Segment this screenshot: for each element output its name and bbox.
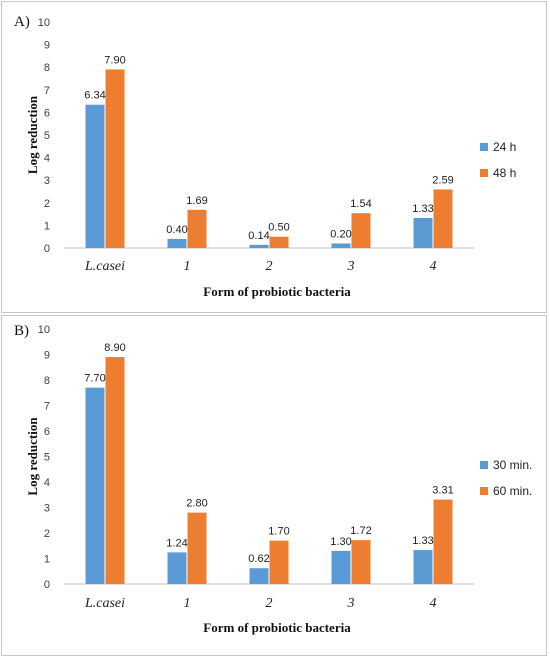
- category-label: L.casei: [84, 259, 125, 274]
- data-label: 7.70: [84, 373, 105, 385]
- bar-1: [249, 244, 269, 248]
- bar-1: [413, 217, 433, 248]
- data-label: 6.34: [84, 90, 105, 102]
- bar-2: [351, 540, 371, 584]
- bar-2: [269, 540, 289, 584]
- legend-label: 24 h: [493, 140, 516, 154]
- category-label: 4: [430, 596, 437, 611]
- data-label: 0.50: [268, 222, 289, 234]
- y-tick-label: 6: [44, 426, 50, 438]
- data-label: 0.62: [248, 553, 269, 565]
- data-label: 3.31: [432, 485, 453, 497]
- category-label: 1: [184, 596, 191, 611]
- y-tick-label: 4: [44, 153, 50, 165]
- bar-1: [167, 238, 187, 248]
- x-axis-title: Form of probiotic bacteria: [203, 620, 351, 635]
- chart-panel-a: A) 0 1 2 3 4 5 6 7 8 9 10 6.34 7.90 L.casei 0.40 1.69 1 0.…: [1, 1, 547, 313]
- y-tick-label: 3: [44, 503, 50, 515]
- chart-panel-b: B) 0 1 2 3 4 5 6 7 8 9 10 7.70 8.90 L.casei 1.24 2.80 1 0.…: [1, 315, 547, 656]
- y-tick-label: 8: [44, 62, 50, 74]
- category-label: 3: [347, 259, 355, 274]
- bar-2: [433, 499, 453, 584]
- y-tick-label: 1: [44, 554, 50, 566]
- category-label: 3: [347, 596, 355, 611]
- bar-chart-b: B) 0 1 2 3 4 5 6 7 8 9 10 7.70 8.90 L.casei 1.24 2.80 1 0.…: [14, 323, 532, 635]
- y-axis-title: Log reduction: [25, 417, 40, 496]
- y-tick-label: 4: [44, 477, 50, 489]
- bar-1: [249, 568, 269, 584]
- y-tick-label: 10: [38, 324, 50, 336]
- y-tick-label: 2: [44, 198, 50, 210]
- category-label: 1: [184, 259, 191, 274]
- y-tick-label: 8: [44, 375, 50, 387]
- panel-label: A): [14, 14, 30, 30]
- legend-label: 48 h: [493, 166, 516, 180]
- bar-2: [105, 69, 125, 249]
- legend-label: 60 min.: [493, 484, 532, 498]
- data-label: 1.72: [350, 525, 371, 537]
- y-tick-label: 9: [44, 350, 50, 362]
- data-label: 7.90: [104, 54, 125, 66]
- data-label: 1.33: [412, 203, 433, 215]
- category-label: 2: [266, 259, 273, 274]
- bar-2: [105, 357, 125, 584]
- data-label: 1.33: [412, 535, 433, 547]
- bar-chart-a: A) 0 1 2 3 4 5 6 7 8 9 10 6.34 7.90 L.casei 0.40 1.69 1 0.…: [14, 14, 516, 299]
- legend-swatch-1: [480, 461, 488, 469]
- data-label: 1.54: [350, 198, 371, 210]
- y-tick-label: 0: [44, 579, 50, 591]
- bar-2: [187, 512, 207, 584]
- y-tick-label: 3: [44, 175, 50, 187]
- category-label: 2: [266, 596, 273, 611]
- bar-1: [85, 104, 105, 248]
- category-label: 4: [430, 259, 437, 274]
- y-tick-label: 7: [44, 401, 50, 413]
- legend-swatch-1: [480, 143, 488, 151]
- data-label: 0.20: [330, 228, 351, 240]
- data-label: 0.40: [166, 224, 187, 236]
- y-axis-title: Log reduction: [25, 95, 40, 174]
- y-tick-label: 5: [44, 452, 50, 464]
- data-label: 1.69: [186, 195, 207, 207]
- bar-2: [269, 236, 289, 248]
- bar-1: [85, 387, 105, 584]
- data-label: 8.90: [104, 342, 125, 354]
- category-label: L.casei: [84, 596, 125, 611]
- bar-2: [433, 189, 453, 248]
- bar-1: [331, 550, 351, 584]
- bar-1: [413, 550, 433, 584]
- y-tick-label: 1: [44, 220, 50, 232]
- data-label: 1.70: [268, 526, 289, 538]
- legend-swatch-2: [480, 169, 488, 177]
- y-tick-label: 6: [44, 107, 50, 119]
- y-tick-label: 2: [44, 528, 50, 540]
- bar-1: [331, 243, 351, 248]
- legend-label: 30 min.: [493, 458, 532, 472]
- panel-label: B): [14, 323, 29, 339]
- y-tick-label: 9: [44, 40, 50, 52]
- data-label: 1.24: [166, 537, 187, 549]
- y-tick-label: 0: [44, 243, 50, 255]
- bar-2: [187, 209, 207, 248]
- legend-swatch-2: [480, 487, 488, 495]
- data-label: 1.30: [330, 536, 351, 548]
- y-tick-label: 10: [38, 17, 50, 29]
- y-tick-label: 5: [44, 130, 50, 142]
- bar-2: [351, 213, 371, 248]
- data-label: 0.14: [248, 230, 269, 242]
- x-axis-title: Form of probiotic bacteria: [203, 284, 351, 299]
- bar-1: [167, 552, 187, 584]
- data-label: 2.80: [186, 498, 207, 510]
- data-label: 2.59: [432, 174, 453, 186]
- y-tick-label: 7: [44, 85, 50, 97]
